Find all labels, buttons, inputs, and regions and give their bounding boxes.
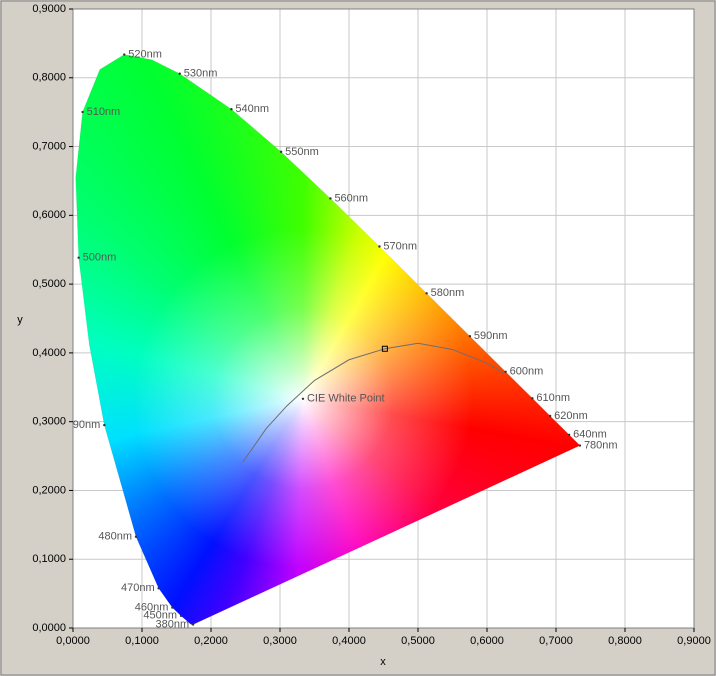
wavelength-label: 780nm — [584, 439, 618, 451]
locus-point — [468, 335, 472, 338]
y-tick-label: 0,1000 — [32, 553, 66, 565]
wavelength-label: 560nm — [334, 192, 368, 204]
wavelength-label: 380nm — [155, 618, 189, 630]
locus-point — [103, 423, 106, 427]
locus-point — [179, 614, 183, 618]
wavelength-label: 580nm — [431, 287, 465, 299]
wavelength-label: 510nm — [87, 106, 121, 118]
wavelength-label: 550nm — [285, 146, 319, 158]
wavelength-label: 570nm — [383, 240, 417, 252]
locus-point — [191, 623, 195, 626]
locus-point — [230, 108, 233, 111]
planckian-locus — [242, 342, 505, 463]
locus-point — [81, 110, 84, 114]
y-tick-label: 0,7000 — [32, 140, 66, 152]
locus-point — [567, 433, 571, 437]
locus-point — [171, 606, 174, 609]
x-tick-label: 0,9000 — [677, 635, 711, 647]
x-tick-label: 0,1000 — [125, 635, 159, 647]
spectral-locus — [75, 54, 581, 626]
wavelength-label: 610nm — [536, 392, 570, 404]
wavelength-label: 500nm — [83, 252, 117, 264]
white-point-label: CIE White Point — [307, 393, 385, 405]
locus-point — [531, 397, 534, 400]
locus-point — [504, 370, 507, 374]
locus-point — [578, 444, 582, 447]
x-tick-label: 0,2000 — [194, 635, 228, 647]
wavelength-label: 480nm — [98, 531, 132, 543]
x-tick-label: 0,0000 — [56, 635, 90, 647]
wavelength-label: 490nm — [67, 419, 101, 431]
locus-point — [77, 256, 80, 259]
locus-point — [378, 245, 381, 248]
x-tick-label: 0,5000 — [401, 635, 435, 647]
y-tick-label: 0,9000 — [32, 3, 66, 15]
y-tick-label: 0,3000 — [32, 416, 66, 428]
x-tick-label: 0,4000 — [332, 635, 366, 647]
wavelength-label: 530nm — [184, 68, 218, 80]
wavelength-label: 640nm — [573, 429, 607, 441]
y-axis-title: y — [17, 314, 23, 326]
white-point — [301, 397, 305, 400]
y-tick-label: 0,2000 — [32, 484, 66, 496]
locus-point — [425, 292, 428, 295]
locus-point — [134, 535, 138, 538]
wavelength-label: 620nm — [554, 410, 588, 422]
locus-point — [329, 197, 332, 200]
locus-point — [548, 414, 552, 418]
wavelength-label: 470nm — [121, 582, 155, 594]
locus-point — [178, 72, 181, 75]
wavelength-label: 540nm — [235, 103, 269, 115]
locus-point — [279, 150, 283, 154]
y-tick-label: 0,5000 — [32, 278, 66, 290]
wavelength-label: 600nm — [510, 366, 544, 378]
locus-point — [123, 53, 126, 56]
plot-border — [72, 8, 695, 629]
x-tick-label: 0,8000 — [608, 635, 642, 647]
x-tick-label: 0,6000 — [470, 635, 504, 647]
y-tick-label: 0,4000 — [32, 347, 66, 359]
wavelength-label: 450nm — [143, 610, 177, 622]
y-tick-label: 0,6000 — [32, 209, 66, 221]
cursor-marker — [381, 345, 388, 352]
wavelength-label: 520nm — [128, 48, 162, 60]
y-tick-label: 0,8000 — [32, 72, 66, 84]
wavelength-label: 460nm — [135, 601, 169, 613]
wavelength-label: 590nm — [474, 330, 508, 342]
x-tick-label: 0,3000 — [263, 635, 297, 647]
x-tick-label: 0,7000 — [539, 635, 573, 647]
locus-point — [157, 587, 160, 590]
x-axis-title: x — [380, 656, 386, 668]
y-tick-label: 0,0000 — [32, 622, 66, 634]
